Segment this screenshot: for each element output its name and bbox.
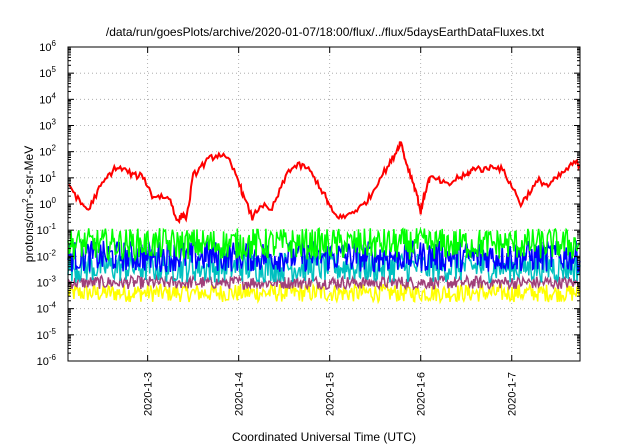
x-tick-label: 2020-1-4	[234, 372, 246, 416]
y-tick-base: 10	[37, 304, 49, 316]
y-tick-exponent: 4	[52, 91, 57, 100]
x-axis: 2020-1-3 2020-1-4 2020-1-5 2020-1-6 2020-1-7	[143, 47, 519, 416]
x-tick-label: 2020-1-5	[325, 372, 337, 416]
y-tick-base: 10	[39, 94, 51, 106]
y-tick-label: 10-5	[37, 327, 57, 342]
y-axis-label-rest: -s-sr-MeV	[22, 146, 36, 199]
y-tick-label: 10-3	[37, 275, 57, 290]
y-tick-base: 10	[37, 225, 49, 237]
y-tick-exponent: -4	[49, 301, 57, 310]
series-line	[68, 141, 581, 225]
y-tick-exponent: -1	[49, 222, 57, 231]
grid	[68, 47, 580, 361]
y-tick-base: 10	[39, 68, 51, 80]
y-tick-label: 101	[39, 170, 56, 185]
y-tick-exponent: -6	[49, 353, 57, 362]
series-group	[67, 141, 581, 305]
y-tick-exponent: 0	[52, 196, 57, 205]
x-tick-label: 2020-1-3	[143, 372, 155, 416]
y-tick-label: 10-2	[37, 248, 57, 263]
y-tick-base: 10	[39, 121, 51, 133]
chart-title: /data/run/goesPlots/archive/2020-01-07/1…	[106, 25, 545, 39]
y-tick-label: 104	[39, 91, 56, 106]
series-line	[67, 226, 581, 262]
y-tick-exponent: 3	[52, 118, 57, 127]
y-tick-exponent: 6	[52, 39, 57, 48]
y-tick-label: 10-6	[37, 353, 57, 368]
y-tick-base: 10	[37, 278, 49, 290]
y-tick-base: 10	[39, 199, 51, 211]
y-tick-exponent: -2	[49, 248, 57, 257]
series-line	[67, 273, 581, 291]
y-axis-label-main: protons/cm	[22, 203, 36, 262]
y-tick-exponent: -5	[49, 327, 57, 336]
y-tick-base: 10	[37, 356, 49, 368]
y-tick-exponent: 2	[52, 144, 57, 153]
y-tick-exponent: -3	[49, 275, 57, 284]
y-tick-label: 105	[39, 65, 56, 80]
y-tick-base: 10	[39, 42, 51, 54]
x-axis-label: Coordinated Universal Time (UTC)	[232, 430, 416, 444]
y-tick-label: 10-4	[37, 301, 57, 316]
y-tick-label: 102	[39, 144, 56, 159]
y-tick-label: 106	[39, 39, 56, 54]
y-tick-base: 10	[37, 330, 49, 342]
y-axis: 10-610-510-410-310-210-11001011021031041…	[37, 39, 580, 368]
y-tick-base: 10	[37, 251, 49, 263]
y-tick-label: 10-1	[37, 222, 57, 237]
y-tick-exponent: 1	[52, 170, 57, 179]
y-tick-label: 103	[39, 118, 56, 133]
y-axis-label-superscript: 2	[21, 198, 30, 203]
x-tick-label: 2020-1-7	[507, 372, 519, 416]
y-tick-base: 10	[39, 173, 51, 185]
y-tick-label: 100	[39, 196, 56, 211]
series-line	[67, 239, 581, 274]
x-tick-label: 2020-1-6	[416, 372, 428, 416]
y-tick-base: 10	[39, 147, 51, 159]
y-tick-exponent: 5	[52, 65, 57, 74]
series-line	[67, 281, 581, 305]
y-axis-label: protons/cm2-s-sr-MeV	[21, 146, 36, 262]
